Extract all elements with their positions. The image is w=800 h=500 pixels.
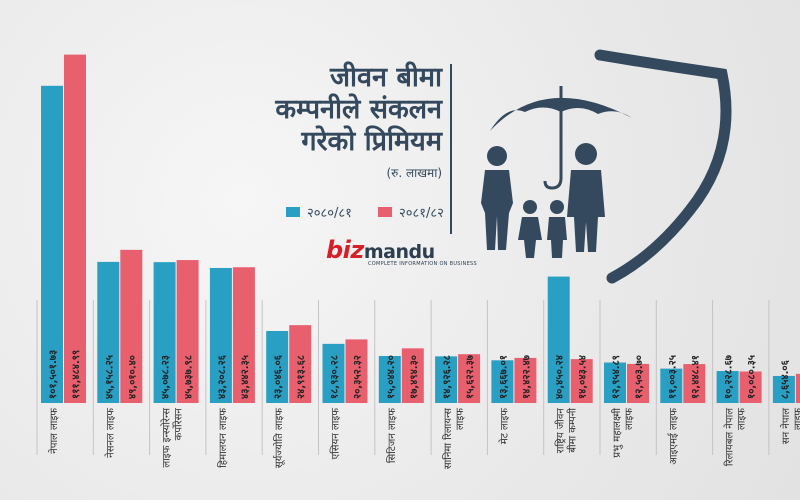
category-label: सूर्यज्योति लाइफ bbox=[273, 408, 285, 468]
category-label: नेपाल लाइफ bbox=[48, 408, 60, 454]
category-label: आइएमई लाइफ bbox=[667, 408, 679, 465]
legend-label-2081-82: २०८१/८२ bbox=[398, 206, 444, 221]
value-label: ४९,०१०.४० bbox=[127, 355, 138, 399]
value-label: १२,४४८.४१ bbox=[690, 355, 701, 399]
value-label: १२,५०३.७० bbox=[634, 355, 645, 399]
bar-2080-81-13 bbox=[772, 375, 795, 403]
value-label: ४५,१५८.२५ bbox=[104, 355, 115, 399]
category-label: सन नेपाल bbox=[780, 408, 792, 444]
legend-swatch-red bbox=[377, 207, 392, 217]
bar-2080-81-12 bbox=[716, 371, 739, 403]
logo-part-biz: biz bbox=[326, 236, 364, 264]
bar-2081-82-13 bbox=[795, 373, 800, 403]
bar-2081-82-7 bbox=[458, 354, 481, 403]
category-label: एसियन लाइफ bbox=[330, 408, 342, 460]
value-label: २०,३५२.३२ bbox=[353, 355, 364, 399]
category-labels-layer: नेपाल लाइफ नेसनल लाइफ लाइफ इन्स्योरेन्स कर्… bbox=[48, 408, 800, 470]
value-label: १५,०४४.२० bbox=[386, 355, 397, 399]
chart-title-line-2: कम्पनीले संकलन bbox=[275, 94, 442, 125]
category-label: लाइफ bbox=[793, 408, 800, 430]
bar-2081-82-6 bbox=[401, 348, 424, 403]
chart-title-line-3: गरेको प्रिमियम bbox=[301, 126, 442, 157]
bar-2081-82-1 bbox=[120, 249, 143, 403]
category-label: लाइफ bbox=[737, 408, 748, 430]
bar-2081-82-3 bbox=[232, 267, 255, 403]
unit-label: (रु. लाखमा) bbox=[386, 166, 442, 180]
category-label: सानिमा रिलायन्स bbox=[442, 408, 454, 469]
category-label: लाइफ इन्स्योरेन्स bbox=[161, 408, 173, 468]
bar-2081-82-8 bbox=[514, 357, 537, 403]
value-label: १४,९२६.२८ bbox=[442, 355, 453, 399]
bar-2080-81-7 bbox=[435, 356, 458, 403]
category-label: रिलायबल नेपाल bbox=[724, 408, 736, 466]
bar-2081-82-0 bbox=[64, 54, 86, 403]
category-label: प्रभु महालक्ष्मी bbox=[611, 408, 623, 458]
bar-2080-81-2 bbox=[153, 262, 176, 403]
bar-2080-81-4 bbox=[266, 330, 289, 403]
value-label: १११,४८४.९९ bbox=[71, 350, 82, 399]
bars-layer bbox=[41, 54, 800, 403]
bar-2080-81-3 bbox=[209, 267, 232, 403]
value-label: ४५,०७८.२३ bbox=[161, 355, 172, 399]
value-label: १०,०८०.३५ bbox=[747, 355, 758, 399]
value-label: ११,००३.२५ bbox=[667, 355, 678, 399]
legend: २०८०/८१ २०८१/८२ bbox=[286, 203, 470, 221]
bar-2080-81-5 bbox=[322, 343, 345, 403]
value-label: ४३,४४२.३५ bbox=[240, 355, 251, 399]
bizmandu-logo: bizmandu bbox=[326, 236, 435, 264]
category-label: मेट लाइफ bbox=[498, 408, 510, 444]
chart-title-line-1: जीवन बीमा bbox=[330, 62, 442, 93]
value-label: १५,६२२.३७ bbox=[465, 354, 476, 399]
value-label: १०१,५०१.७३ bbox=[48, 350, 59, 399]
bar-2080-81-8 bbox=[491, 360, 514, 403]
umbrella-family-shield-icon bbox=[481, 49, 732, 284]
chart-title-block: जीवन बीमा कम्पनीले संकलन गरेको प्रिमियम … bbox=[250, 62, 442, 181]
value-label: ४०,४५०.२४ bbox=[555, 355, 566, 399]
bar-2080-81-10 bbox=[604, 362, 626, 403]
value-label: ४५,७३७.९८ bbox=[184, 355, 195, 399]
title-divider bbox=[450, 64, 452, 234]
category-label: लाइफ bbox=[624, 408, 635, 430]
value-label: १४,४२२.४७ bbox=[521, 354, 532, 399]
value-label: १४,०४३.५४ bbox=[578, 355, 589, 399]
value-label: २३,०४६.०६ bbox=[273, 354, 284, 399]
bar-2081-82-10 bbox=[627, 363, 649, 403]
value-label: २४,९१३.६८ bbox=[296, 355, 307, 399]
category-label: राष्ट्रिय जीवन bbox=[555, 408, 567, 454]
value-label: १३,६६७.०१ bbox=[498, 355, 509, 399]
logo-tagline: COMPLETE INFORMATION ON BUSINESS bbox=[368, 261, 477, 267]
legend-item-2080-81: २०८०/८१ bbox=[286, 203, 352, 221]
bar-2081-82-9 bbox=[570, 359, 593, 403]
value-label: १०,२२८.६७ bbox=[724, 354, 735, 399]
bar-2080-81-1 bbox=[97, 261, 120, 403]
legend-label-2080-81: २०८०/८१ bbox=[307, 206, 352, 221]
bar-2081-82-12 bbox=[739, 371, 762, 403]
value-label: १७,४९४.३० bbox=[409, 355, 420, 399]
bar-2080-81-9 bbox=[547, 276, 570, 403]
bar-2081-82-2 bbox=[176, 260, 199, 403]
category-label: हिमालयन लाइफ bbox=[217, 408, 229, 468]
value-label: ४३,२०८.२६ bbox=[217, 354, 228, 399]
bar-2080-81-6 bbox=[378, 355, 401, 403]
grid-layer bbox=[36, 300, 770, 455]
bar-2080-81-0 bbox=[41, 85, 63, 403]
category-label: बीमा कम्पनी bbox=[567, 408, 579, 453]
logo-part-mandu: mandu bbox=[363, 241, 435, 263]
category-label: कर्पोरेसन bbox=[173, 408, 185, 441]
value-label: १८,९३०.२८ bbox=[330, 355, 341, 399]
legend-swatch-blue bbox=[286, 207, 300, 217]
value-labels-layer: १०१,५०१.७३ १११,४८४.९९ ४५,१५८.२५ ४९,०१०.४० ४५… bbox=[48, 350, 791, 399]
category-label: सिटिजन लाइफ bbox=[386, 408, 398, 463]
bar-2081-82-4 bbox=[289, 325, 312, 403]
value-label: ८,६५४.०६ bbox=[780, 359, 791, 399]
value-label: १२,९५४.८९ bbox=[611, 355, 622, 399]
bar-2081-82-5 bbox=[345, 339, 368, 403]
bar-2081-82-11 bbox=[683, 364, 706, 403]
category-label: नेसनल लाइफ bbox=[104, 408, 116, 458]
legend-item-2081-82: २०८१/८२ bbox=[377, 203, 444, 221]
category-label: लाइफ bbox=[455, 408, 466, 430]
bar-2080-81-11 bbox=[660, 368, 683, 403]
